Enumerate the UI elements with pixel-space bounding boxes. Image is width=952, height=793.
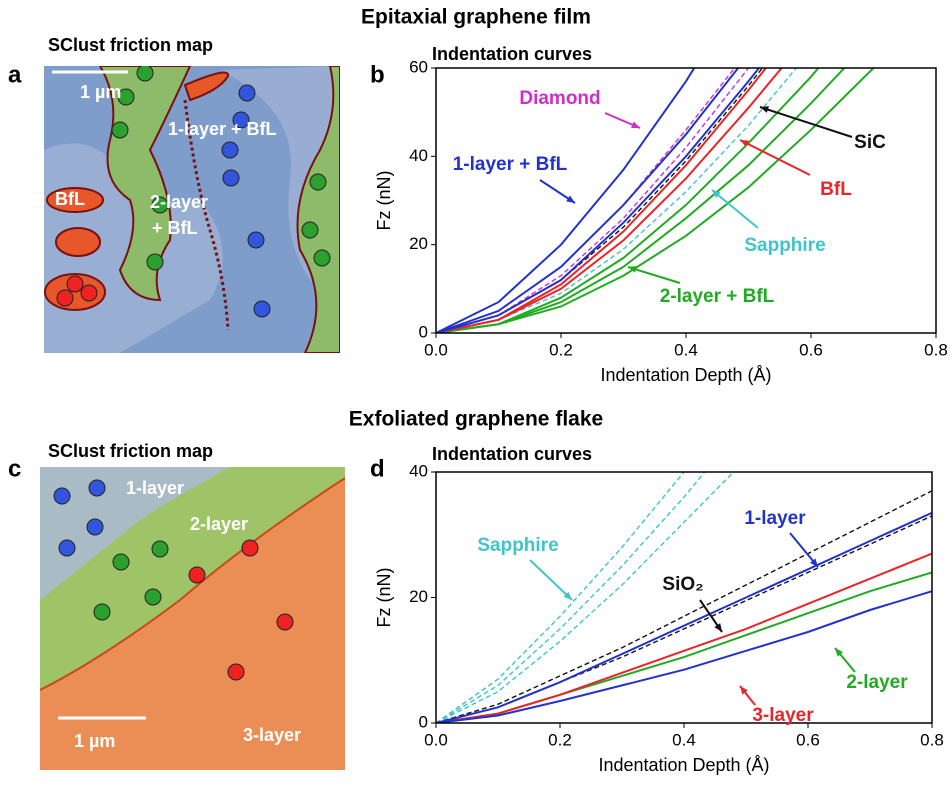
y-tick-label: 0 — [419, 712, 428, 731]
map-label: BfL — [55, 189, 85, 209]
y-tick-label: 40 — [409, 461, 428, 480]
arrow-head — [714, 623, 722, 632]
map-label: 2-layer — [150, 192, 208, 212]
chart-title: Indentation curves — [432, 44, 592, 64]
map-label: 1-layer + BfL — [168, 119, 277, 139]
annotation: 1-layer + BfL — [453, 154, 568, 175]
annotation-arrow — [760, 107, 852, 137]
arrow-head — [566, 196, 575, 203]
y-axis-label: Fz (nN) — [374, 171, 394, 231]
map-label: 1 µm — [74, 731, 115, 751]
x-tick-label: 0.6 — [796, 730, 820, 749]
map-label: 1 µm — [80, 82, 121, 102]
annotation: 2-layer + BfL — [660, 286, 775, 307]
panel-letter: b — [370, 61, 385, 88]
annotation: BfL — [820, 179, 852, 200]
x-axis-label: Indentation Depth (Å) — [598, 755, 769, 775]
map-label: + BfL — [152, 218, 198, 238]
y-tick-label: 60 — [409, 57, 428, 76]
chart-title: Indentation curves — [432, 444, 592, 464]
x-tick-label: 0.0 — [424, 730, 448, 749]
annotation: SiO₂ — [662, 574, 703, 595]
annotation: Sapphire — [744, 235, 825, 256]
map-label: 2-layer — [190, 514, 248, 534]
figure: Epitaxial graphene film Exfoliated graph… — [0, 0, 952, 793]
title-bottom: Exfoliated graphene flake — [349, 408, 603, 431]
y-tick-label: 40 — [409, 146, 428, 165]
curve — [436, 422, 746, 723]
x-axis-label: Indentation Depth (Å) — [600, 365, 771, 385]
annotation-arrow — [740, 140, 810, 175]
annotation: 2-layer — [846, 672, 908, 693]
curve — [436, 472, 684, 723]
annotation: Sapphire — [477, 535, 558, 556]
title-top: Epitaxial graphene film — [361, 6, 591, 29]
map-label: 1-layer — [126, 478, 184, 498]
panel-letter: c — [8, 455, 21, 482]
x-tick-label: 0.4 — [674, 340, 698, 359]
annotation: Diamond — [519, 88, 600, 109]
y-tick-label: 0 — [419, 322, 428, 341]
annotation-arrow — [712, 190, 758, 228]
x-tick-label: 0.4 — [672, 730, 696, 749]
annotation: 1-layer — [744, 508, 806, 529]
map-title: SClust friction map — [48, 35, 213, 55]
annotation-arrow — [530, 560, 572, 600]
annotation: SiC — [854, 132, 886, 153]
x-tick-label: 0.8 — [920, 730, 944, 749]
panel-letter: a — [8, 61, 22, 88]
y-tick-label: 20 — [409, 587, 428, 606]
map-title: SClust friction map — [48, 441, 213, 461]
x-tick-label: 0.8 — [924, 340, 948, 359]
x-tick-label: 0.2 — [548, 730, 572, 749]
panel-letter: d — [370, 455, 385, 482]
y-tick-label: 20 — [409, 234, 428, 253]
x-tick-label: 0.2 — [549, 340, 573, 359]
y-axis-label: Fz (nN) — [374, 568, 394, 628]
annotation: 3-layer — [752, 705, 814, 726]
x-tick-label: 0.0 — [424, 340, 448, 359]
x-tick-label: 0.6 — [799, 340, 823, 359]
map-label: 3-layer — [243, 725, 301, 745]
